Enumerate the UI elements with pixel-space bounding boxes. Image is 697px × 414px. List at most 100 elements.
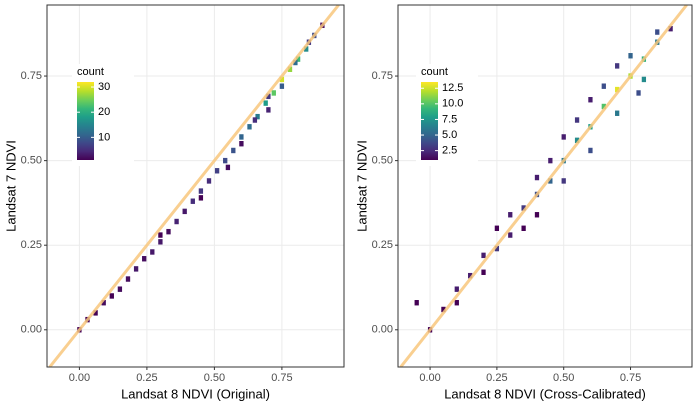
legend-title: count [421,66,448,78]
bin-cell [574,137,580,144]
y-tick-label: 0.00 [21,324,42,336]
bin-cell [588,147,593,154]
bin-cell [454,286,459,292]
bin-cell [468,272,473,279]
bin-cell [641,76,647,83]
bin-cell [494,245,500,252]
legend-title: count [77,66,104,78]
x-axis-label: Landsat 8 NDVI (Original) [121,386,270,401]
panel: 0.00 0.25 0.50 0.75 0.00 0.25 0.50 0.75 Landsat … [354,4,693,401]
bin-cell [225,164,231,171]
bin-cell [508,232,513,238]
bin-cell [174,218,179,225]
bin-cell [142,256,147,262]
x-tick-label: 0.50 [204,372,225,384]
bin-cell [182,208,187,215]
y-tick-label: 0.75 [372,70,393,82]
bin-cell [266,93,271,100]
bin-cell [494,225,500,231]
bin-cell [214,168,220,174]
y-tick-label: 0.00 [372,324,393,336]
y-tick-label: 0.25 [21,239,42,251]
bin-cell [636,90,641,96]
colorbar-label: 30 [98,81,110,93]
bin-cell [255,113,260,120]
colorbar-label: 20 [98,106,110,118]
y-tick-label: 0.75 [21,70,42,82]
bin-cell [561,134,566,140]
bin-cell [481,252,486,259]
bin-cell [287,66,293,72]
bin-cell [668,25,673,32]
bin-cell [615,86,620,93]
bin-cell [304,46,309,52]
bin-cell [231,147,236,154]
bin-cell [158,239,163,245]
bin-cell [293,59,298,66]
bin-cell [247,124,252,130]
colorbar-label: 10 [98,131,110,143]
x-tick-label: 0.00 [419,372,440,384]
bin-cell [279,83,285,89]
x-tick-label: 0.25 [136,372,157,384]
x-tick-label: 0.00 [69,372,90,384]
bin-cell [279,76,285,83]
plot-border [46,4,345,368]
bin-cell [158,232,163,238]
x-axis-label: Landsat 8 NDVI (Cross-Calibrated) [444,386,646,401]
bin-cell [133,266,139,272]
bin-cell [655,29,660,35]
bin-cell [109,293,114,299]
bin-cell [615,63,620,69]
bin-cell [574,117,580,123]
bin-cell [534,212,540,218]
bin-cell [615,110,620,116]
bin-cell [481,269,486,275]
colorbar [421,82,438,160]
x-tick-label: 0.75 [620,372,641,384]
panel: 0.00 0.25 0.50 0.750.000.250.500.75Landsat … [3,4,345,401]
bin-cell [223,157,228,164]
colorbar [77,82,94,160]
bin-cell [125,276,131,282]
y-tick-label: 0.25 [372,239,393,251]
bin-cell [628,53,633,59]
bin-cell [508,212,513,218]
reference-line [48,5,340,367]
bin-cell [521,225,526,231]
x-tick-label: 0.75 [271,372,292,384]
bin-cell [601,103,606,110]
bin-cell [441,306,446,313]
bin-cell [117,286,123,292]
bin-cell [206,178,212,184]
colorbar-label: 10.0 [442,98,463,110]
bin-cell [190,198,195,204]
bin-cell [534,174,540,181]
bin-cell [454,300,459,306]
bin-cell [548,178,553,184]
bin-cell [166,228,171,235]
y-axis-label: Landsat 7 NDVI [354,140,369,232]
bin-cell [239,134,244,140]
y-tick-label: 0.50 [372,155,393,167]
bin-cell [263,100,268,106]
bin-cell [601,83,606,89]
bin-cell [271,90,276,96]
bin-cell [521,205,526,211]
x-tick-label: 0.50 [553,372,574,384]
y-axis-label: Landsat 7 NDVI [3,140,18,232]
bin-cell [93,310,98,316]
y-tick-label: 0.50 [21,155,42,167]
colorbar-label: 12.5 [442,82,463,94]
bin-cell [252,117,258,123]
colorbar-label: 7.5 [442,113,457,125]
x-tick-label: 0.25 [486,372,507,384]
reference-line [399,5,688,367]
bin-cell [198,188,204,194]
colorbar-label: 5.0 [442,129,457,141]
bin-cell [198,195,204,201]
bin-cell [239,141,244,147]
bin-cell [414,300,419,306]
bin-cell [295,56,301,62]
